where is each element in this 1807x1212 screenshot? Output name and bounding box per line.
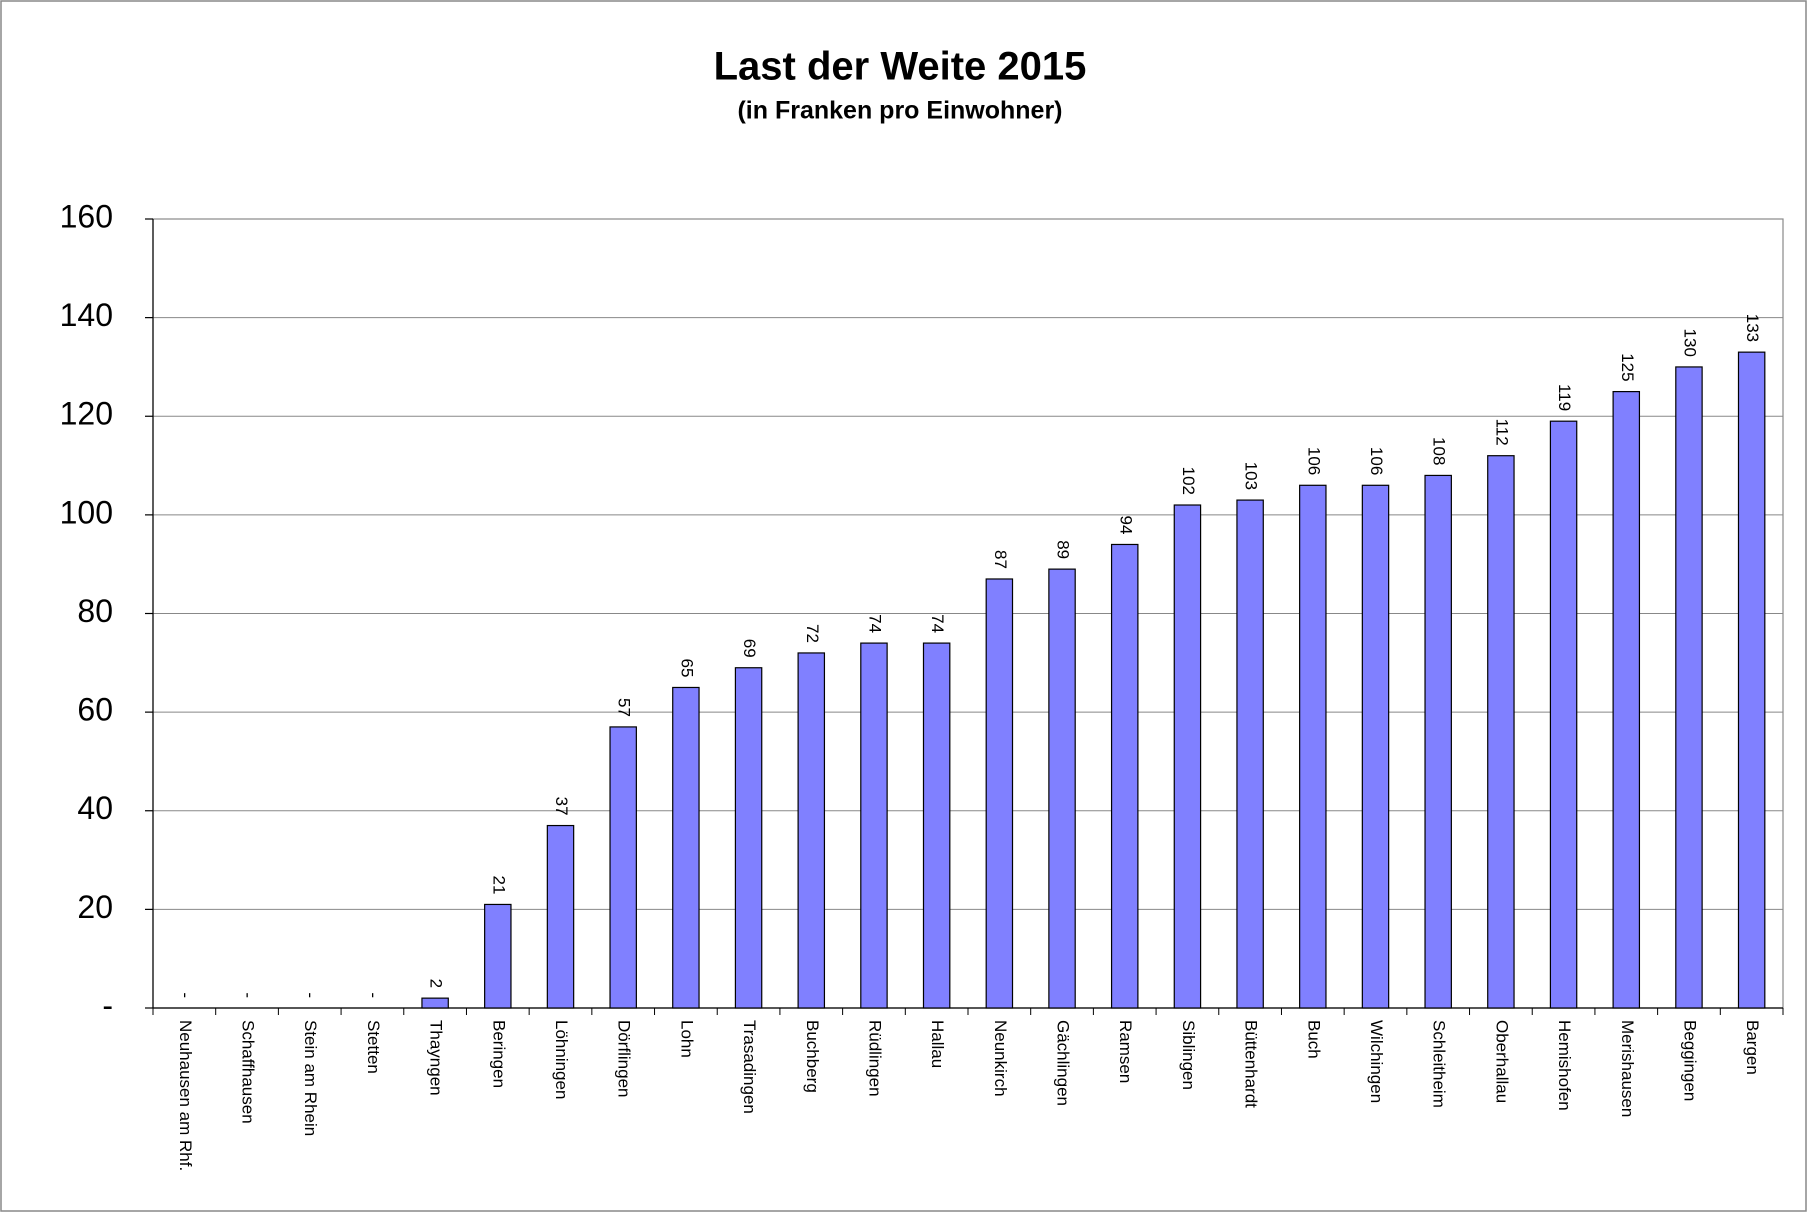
y-tick-label: 120	[60, 396, 113, 432]
bar	[1048, 568, 1076, 1009]
bar	[1675, 366, 1703, 1009]
data-label: 133	[1743, 314, 1762, 342]
bar	[1173, 504, 1202, 1009]
chart-subtitle: (in Franken pro Einwohner)	[737, 97, 1062, 125]
chart-title: Last der Weite 2015	[714, 45, 1087, 89]
bar	[860, 642, 888, 1009]
data-label: 57	[615, 698, 634, 717]
data-label: 106	[1367, 447, 1386, 475]
data-label: 87	[991, 550, 1010, 569]
data-label: 112	[1492, 419, 1511, 446]
data-label: 106	[1304, 447, 1323, 475]
bar	[1737, 351, 1766, 1009]
data-label: -	[176, 992, 195, 998]
x-tick-label: Bargen	[1743, 1020, 1762, 1075]
data-label: -	[301, 992, 320, 998]
y-tick-label: 80	[77, 593, 113, 629]
data-label: 74	[865, 614, 884, 633]
x-tick-label: Schaffhausen	[239, 1020, 258, 1124]
x-tick-label: Oberhallau	[1492, 1020, 1511, 1103]
x-tick-label: Buchberg	[803, 1020, 822, 1093]
bar	[797, 652, 826, 1009]
data-label: 94	[1116, 516, 1135, 535]
x-tick-label: Stein am Rhein	[301, 1020, 320, 1136]
y-tick-label: 140	[60, 297, 113, 333]
data-label: 65	[677, 659, 696, 678]
data-label: 89	[1054, 540, 1073, 559]
bar	[421, 997, 449, 1009]
bar	[1424, 474, 1452, 1009]
data-label: 102	[1179, 467, 1198, 495]
bar	[1361, 484, 1390, 1009]
data-label: 125	[1618, 353, 1637, 381]
x-tick-label: Beggingen	[1680, 1020, 1699, 1101]
x-tick-label: Wilchingen	[1367, 1020, 1386, 1103]
x-tick-label: Lohn	[677, 1020, 696, 1058]
x-tick-label: Hemishofen	[1555, 1020, 1574, 1111]
data-label: 108	[1430, 437, 1449, 465]
bar	[1549, 420, 1578, 1009]
data-label: -	[364, 992, 383, 998]
bar	[1612, 390, 1641, 1009]
x-tick-label: Ramsen	[1116, 1020, 1135, 1083]
bar	[1110, 543, 1139, 1009]
data-label: 72	[803, 624, 822, 643]
x-tick-label: Neuhausen am Rhf.	[176, 1020, 195, 1171]
data-label: 37	[552, 797, 571, 816]
bar	[484, 903, 512, 1009]
x-tick-label: Merishausen	[1618, 1020, 1637, 1117]
x-tick-label: Rüdlingen	[865, 1020, 884, 1097]
bar	[1236, 499, 1264, 1009]
data-label: -	[239, 992, 258, 998]
x-tick-label: Büttenhardt	[1242, 1020, 1261, 1108]
data-label: 2	[427, 979, 446, 988]
data-label: 21	[489, 876, 508, 895]
y-tick-label: 20	[77, 889, 113, 925]
y-tick-label: 40	[77, 790, 113, 826]
x-tick-label: Trasadingen	[740, 1020, 759, 1114]
y-tick-label: 100	[60, 494, 113, 530]
y-tick-label: 60	[77, 692, 113, 728]
x-tick-label: Löhningen	[552, 1020, 571, 1099]
bar	[922, 642, 951, 1009]
x-tick-label: Thayngen	[427, 1020, 446, 1096]
bar	[609, 726, 637, 1009]
data-label: 103	[1242, 462, 1261, 490]
x-tick-label: Beringen	[489, 1020, 508, 1088]
x-tick-label: Stetten	[364, 1020, 383, 1074]
bar	[734, 667, 763, 1009]
x-tick-label: Hallau	[928, 1020, 947, 1068]
bar	[546, 824, 575, 1009]
bar	[985, 578, 1014, 1009]
data-label: 119	[1555, 384, 1574, 411]
y-tick-label: -	[102, 987, 113, 1023]
x-tick-label: Buch	[1304, 1020, 1323, 1059]
x-tick-label: Dörflingen	[615, 1020, 634, 1098]
y-tick-label: 160	[60, 198, 113, 234]
bar	[1299, 484, 1327, 1009]
data-label: 69	[740, 639, 759, 658]
bar	[1487, 455, 1515, 1009]
data-label: 74	[928, 614, 947, 633]
bar	[672, 686, 700, 1009]
x-tick-label: Siblingen	[1179, 1020, 1198, 1090]
x-tick-label: Schleitheim	[1430, 1020, 1449, 1108]
x-tick-label: Neunkirch	[991, 1020, 1010, 1097]
data-label: 130	[1680, 329, 1699, 357]
x-tick-label: Gächlingen	[1054, 1020, 1073, 1106]
